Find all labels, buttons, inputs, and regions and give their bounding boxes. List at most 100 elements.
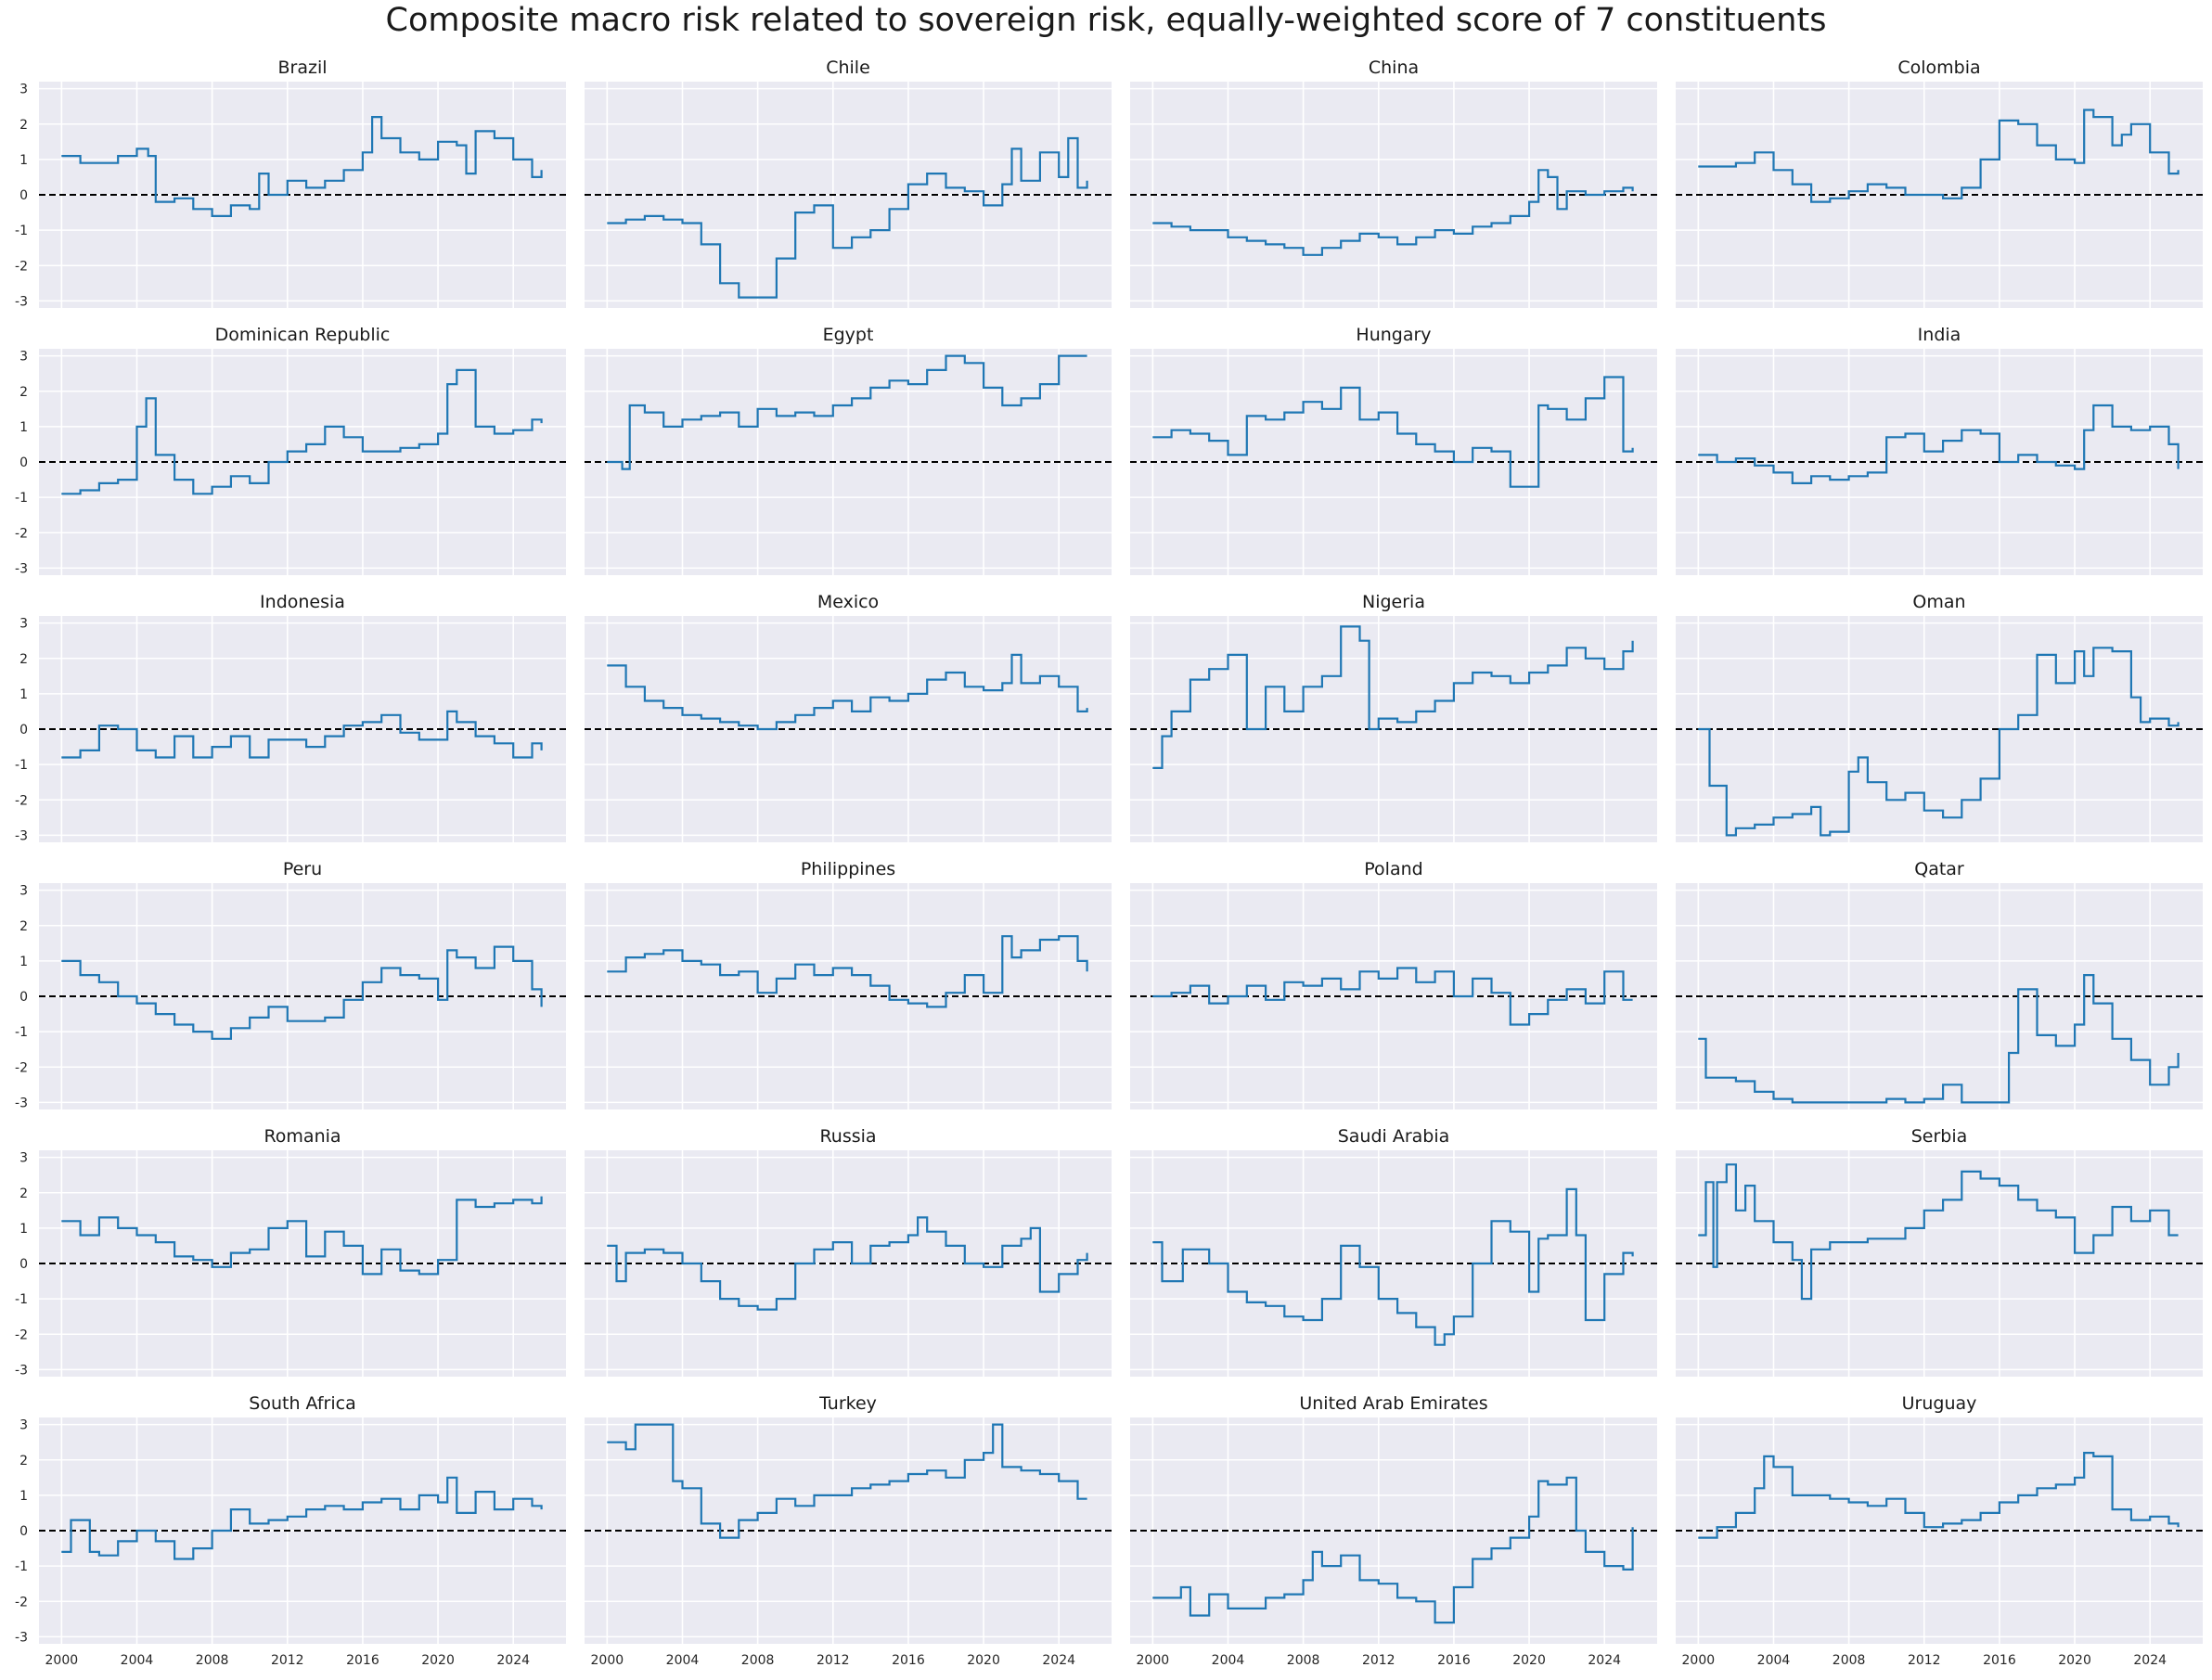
panel-uruguay: Uruguay 2000 2004 2008 2012 2016 2020 2024	[1676, 1393, 2203, 1668]
series-line	[607, 1216, 1088, 1311]
series-line	[61, 945, 543, 1040]
y-tick-label: 0	[19, 1257, 28, 1272]
y-tick-label: 1	[19, 1489, 28, 1504]
y-tick-label: 3	[19, 617, 28, 632]
series-line	[1152, 1187, 1634, 1346]
panel-title: Serbia	[1911, 1126, 1968, 1147]
y-tick-label: 0	[19, 1524, 28, 1539]
y-tick-label: -1	[15, 758, 28, 773]
series-line	[1698, 647, 2180, 837]
panel-title: Uruguay	[1902, 1393, 1977, 1414]
y-tick-label: -1	[15, 1292, 28, 1307]
series-line	[1698, 1163, 2179, 1301]
series-line	[607, 354, 1087, 470]
x-tick-label: 2008	[196, 1653, 229, 1668]
x-tick-label: 2004	[1757, 1653, 1791, 1668]
x-tick-label: 2016	[1437, 1653, 1471, 1668]
y-tick-label: 2	[19, 1186, 28, 1201]
figure-title: Composite macro risk related to sovereig…	[385, 2, 1827, 39]
panel-poland: Poland	[1130, 859, 1657, 1109]
y-tick-label: -1	[15, 1559, 28, 1574]
series-line	[61, 710, 543, 759]
x-tick-label: 2024	[2133, 1653, 2167, 1668]
series-line	[61, 116, 543, 217]
y-tick-label: 3	[19, 1151, 28, 1166]
y-tick-label: 2	[19, 118, 28, 133]
x-tick-label: 2008	[741, 1653, 775, 1668]
x-tick-label: 2012	[817, 1653, 850, 1668]
y-tick-label: -3	[15, 1096, 28, 1110]
y-tick-label: -3	[15, 1363, 28, 1378]
y-tick-label: 0	[19, 188, 28, 203]
x-tick-label: 2000	[591, 1653, 624, 1668]
x-tick-label: 2016	[892, 1653, 925, 1668]
panel-title: Romania	[264, 1126, 341, 1147]
y-tick-label: 1	[19, 687, 28, 702]
series-line	[61, 368, 543, 495]
y-tick-label: 1	[19, 420, 28, 435]
panel-title: Brazil	[277, 58, 327, 78]
panel-saudi-arabia: Saudi Arabia	[1130, 1126, 1657, 1377]
panel-nigeria: Nigeria	[1130, 592, 1657, 842]
y-tick-label: -2	[15, 1595, 28, 1609]
panel-title: Indonesia	[260, 592, 345, 612]
panel-title: Colombia	[1897, 58, 1980, 78]
y-tick-label: -1	[15, 1025, 28, 1040]
x-tick-label: 2012	[1908, 1653, 1941, 1668]
panel-romania: Romania -3 -2 -1 0 1 2 3	[15, 1126, 566, 1378]
panel-china: China	[1130, 58, 1657, 308]
panel-serbia: Serbia	[1676, 1126, 2203, 1377]
series-line	[61, 1196, 543, 1276]
x-tick-label: 2016	[346, 1653, 379, 1668]
y-tick-label: 1	[19, 1222, 28, 1237]
panel-philippines: Philippines	[585, 859, 1112, 1109]
y-tick-label: -1	[15, 491, 28, 506]
panel-turkey: Turkey 2000 2004 2008 2012 2016 2020 2024	[585, 1393, 1112, 1668]
series-line	[607, 935, 1088, 1008]
x-tick-label: 2008	[1833, 1653, 1866, 1668]
y-tick-label: 1	[19, 153, 28, 168]
panel-title: United Arab Emirates	[1299, 1393, 1487, 1414]
panel-india: India	[1676, 325, 2203, 575]
panel-hungary: Hungary	[1130, 325, 1657, 575]
panel-mexico: Mexico	[585, 592, 1112, 842]
y-tick-label: 1	[19, 955, 28, 969]
panel-dominican-republic: Dominican Republic -3 -2 -1 0 1 2 3	[15, 325, 566, 576]
y-tick-label: 3	[19, 884, 28, 899]
panel-title: Chile	[826, 58, 870, 78]
panel-title: Russia	[819, 1126, 876, 1147]
x-tick-label: 2008	[1287, 1653, 1320, 1668]
series-line	[1698, 109, 2180, 203]
panel-title: China	[1369, 58, 1419, 78]
panel-title: Saudi Arabia	[1338, 1126, 1450, 1147]
x-tick-label: 2004	[121, 1653, 154, 1668]
panel-title: Peru	[283, 859, 322, 879]
y-tick-label: -3	[15, 1630, 28, 1645]
series-line	[1698, 974, 2180, 1104]
panel-colombia: Colombia	[1676, 58, 2203, 308]
panel-title: Egypt	[823, 325, 874, 345]
y-tick-label: -3	[15, 561, 28, 576]
y-tick-label: -2	[15, 793, 28, 808]
panel-peru: Peru -3 -2 -1 0 1 2 3	[15, 859, 566, 1110]
x-tick-label: 2004	[1212, 1653, 1245, 1668]
panel-russia: Russia	[585, 1126, 1112, 1377]
y-tick-label: 0	[19, 455, 28, 470]
panel-title: Hungary	[1356, 325, 1431, 345]
y-tick-label: 2	[19, 919, 28, 934]
y-tick-label: 3	[19, 1418, 28, 1433]
panel-brazil: Brazil -3 -2 -1 0 1 2 3	[15, 58, 566, 309]
x-tick-label: 2024	[1042, 1653, 1075, 1668]
x-tick-label: 2012	[1362, 1653, 1395, 1668]
x-tick-label: 2000	[1137, 1653, 1170, 1668]
x-tick-label: 2000	[1682, 1653, 1716, 1668]
y-tick-label: -2	[15, 1327, 28, 1342]
x-tick-label: 2000	[45, 1653, 79, 1668]
x-tick-label: 2024	[496, 1653, 530, 1668]
y-tick-label: -2	[15, 526, 28, 541]
panel-indonesia: Indonesia -3 -2 -1 0 1 2 3	[15, 592, 566, 843]
y-tick-label: -2	[15, 1060, 28, 1075]
panel-title: Mexico	[817, 592, 879, 612]
y-tick-label: -3	[15, 828, 28, 843]
y-tick-label: 0	[19, 990, 28, 1005]
